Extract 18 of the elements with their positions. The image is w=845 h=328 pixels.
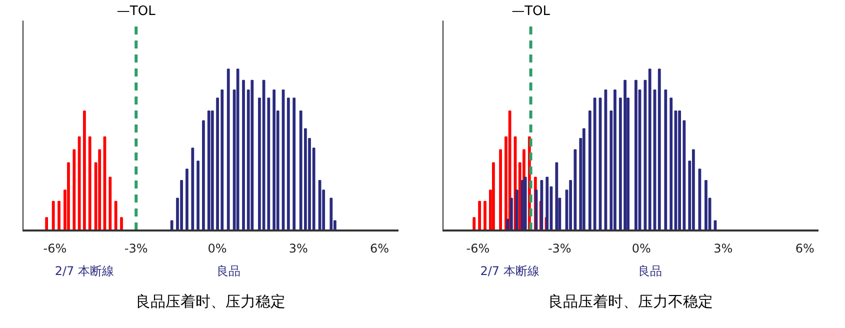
x-tick-label: -3% — [548, 241, 572, 256]
text: 良品 — [638, 264, 662, 278]
x-tick-label: -6% — [43, 241, 67, 256]
text: 2/7 本断線 — [54, 264, 114, 278]
ref-line-label: —TOL — [512, 4, 551, 20]
x-tick-label: 0% — [632, 241, 651, 256]
x-tick-label: 6% — [370, 241, 390, 256]
text: 2/7 本断線 — [480, 264, 540, 278]
x-axis-title: 良品压着时、压力稳定 — [136, 292, 286, 311]
text: 良品 — [216, 264, 240, 278]
x-tick-label: 0% — [208, 241, 227, 256]
x-tick-label: 3% — [288, 241, 308, 256]
ref-line-label: —TOL — [116, 4, 156, 20]
x-tick-label: 3% — [714, 241, 733, 256]
x-tick-label: -3% — [124, 241, 148, 256]
x-tick-label: -6% — [466, 241, 490, 256]
x-axis-title: 良品压着时、压力不稳定 — [548, 292, 713, 311]
x-tick-label: 6% — [795, 241, 814, 256]
